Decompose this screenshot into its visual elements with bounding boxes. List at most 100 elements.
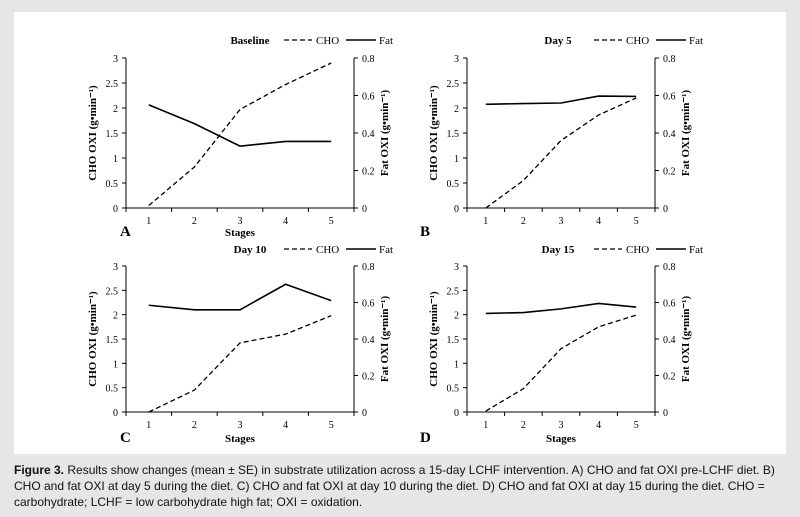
legend-cho-label: CHO — [626, 35, 649, 47]
x-tick-label: 2 — [192, 216, 197, 227]
x-tick-label: 2 — [521, 216, 526, 227]
chart-title: Day 10 — [234, 244, 267, 256]
left-y-tick-label: 1 — [113, 154, 118, 165]
right-y-tick-label: 0 — [663, 408, 668, 419]
series-line-fat — [485, 95, 637, 106]
figure-charts: 0 0.5 1 1.5 2 2.5 3 0 0.2 0.4 0.6 0.8 1 2 3 4 5 Stages CHO… — [87, 35, 703, 446]
legend-cho-label: CHO — [626, 244, 649, 256]
x-tick-label: 4 — [596, 216, 601, 227]
right-y-tick-label: 0.2 — [663, 372, 676, 383]
right-y-tick-label: 0.8 — [362, 262, 375, 273]
right-y-tick-label: 0.8 — [663, 54, 676, 65]
left-y-tick-label: 0.5 — [106, 179, 119, 190]
legend-fat-label: Fat — [689, 244, 703, 256]
legend-fat-label: Fat — [379, 244, 393, 256]
left-y-tick-label: 3 — [454, 262, 459, 273]
left-y-tick-label: 1 — [113, 359, 118, 370]
left-y-tick-label: 1.5 — [106, 129, 119, 140]
left-y-tick-label: 1 — [454, 359, 459, 370]
chart-panel-b: 0 0.5 1 1.5 2 2.5 3 0 0.2 0.4 0.6 0.8 1 2 3 4 5 CHO OXI (… — [420, 35, 703, 240]
figure-caption: Figure 3. Results show changes (mean ± S… — [14, 462, 786, 510]
left-y-axis-label: CHO OXI (g•min⁻¹) — [428, 85, 440, 181]
series-line-cho — [148, 315, 332, 413]
series-line-cho — [485, 97, 637, 209]
right-y-axis-label: Fat OXI (g•min⁻¹) — [379, 90, 391, 177]
x-tick-label: 1 — [483, 216, 488, 227]
chart-title: Baseline — [230, 35, 269, 47]
left-y-tick-label: 0 — [113, 408, 118, 419]
x-tick-label: 1 — [146, 420, 151, 431]
right-y-tick-label: 0 — [663, 204, 668, 215]
left-y-tick-label: 2 — [113, 104, 118, 115]
right-y-tick-label: 0.6 — [362, 92, 375, 103]
left-y-tick-label: 2 — [113, 311, 118, 322]
panel-letter: C — [120, 430, 131, 446]
left-y-tick-label: 0.5 — [106, 384, 119, 395]
x-tick-label: 5 — [634, 216, 639, 227]
x-tick-label: 2 — [192, 420, 197, 431]
right-y-tick-label: 0.2 — [362, 372, 375, 383]
left-y-tick-label: 3 — [454, 54, 459, 65]
left-y-tick-label: 0 — [113, 204, 118, 215]
right-y-tick-label: 0.2 — [362, 167, 375, 178]
x-tick-label: 1 — [483, 420, 488, 431]
left-y-tick-label: 2.5 — [447, 79, 460, 90]
legend-cho-label: CHO — [316, 244, 339, 256]
right-y-tick-label: 0.4 — [663, 129, 676, 140]
x-tick-label: 2 — [521, 420, 526, 431]
series-line-cho — [148, 62, 332, 206]
right-y-tick-label: 0.6 — [362, 299, 375, 310]
x-axis-label: Stages — [546, 433, 577, 445]
legend-cho-label: CHO — [316, 35, 339, 47]
series-line-fat — [485, 302, 637, 315]
right-y-axis-label: Fat OXI (g•min⁻¹) — [379, 296, 391, 383]
x-axis-label: Stages — [225, 227, 256, 239]
left-y-tick-label: 2.5 — [106, 286, 119, 297]
right-y-axis-label: Fat OXI (g•min⁻¹) — [680, 296, 692, 383]
left-y-tick-label: 2 — [454, 104, 459, 115]
left-y-tick-label: 0.5 — [447, 179, 460, 190]
x-tick-label: 5 — [634, 420, 639, 431]
left-y-tick-label: 1.5 — [447, 335, 460, 346]
x-tick-label: 4 — [283, 216, 288, 227]
left-y-tick-label: 1 — [454, 154, 459, 165]
right-y-tick-label: 0.4 — [362, 335, 375, 346]
left-y-tick-label: 1.5 — [447, 129, 460, 140]
right-y-tick-label: 0.4 — [663, 335, 676, 346]
series-line-fat — [148, 104, 332, 147]
right-y-tick-label: 0.8 — [362, 54, 375, 65]
x-axis-label: Stages — [225, 433, 256, 445]
chart-title: Day 5 — [544, 35, 572, 47]
right-y-tick-label: 0.2 — [663, 167, 676, 178]
right-y-tick-label: 0.6 — [663, 92, 676, 103]
chart-panel-d: 0 0.5 1 1.5 2 2.5 3 0 0.2 0.4 0.6 0.8 1 2 3 4 5 Stages CHO… — [420, 244, 703, 446]
x-tick-label: 4 — [283, 420, 288, 431]
left-y-tick-label: 0 — [454, 408, 459, 419]
x-tick-label: 1 — [146, 216, 151, 227]
right-y-tick-label: 0.8 — [663, 262, 676, 273]
left-y-tick-label: 2.5 — [447, 286, 460, 297]
right-y-tick-label: 0.4 — [362, 129, 375, 140]
x-tick-label: 4 — [596, 420, 601, 431]
right-y-axis-label: Fat OXI (g•min⁻¹) — [680, 90, 692, 177]
left-y-tick-label: 2.5 — [106, 79, 119, 90]
left-y-tick-label: 0 — [454, 204, 459, 215]
x-tick-label: 3 — [559, 420, 564, 431]
chart-panel-a: 0 0.5 1 1.5 2 2.5 3 0 0.2 0.4 0.6 0.8 1 2 3 4 5 Stages CHO… — [87, 35, 393, 240]
left-y-axis-label: CHO OXI (g•min⁻¹) — [87, 291, 99, 387]
series-line-fat — [148, 283, 332, 311]
left-y-tick-label: 2 — [454, 311, 459, 322]
panel-letter: A — [120, 224, 131, 240]
x-tick-label: 5 — [329, 420, 334, 431]
caption-label: Figure 3. — [14, 463, 65, 477]
left-y-tick-label: 1.5 — [106, 335, 119, 346]
x-tick-label: 3 — [559, 216, 564, 227]
left-y-tick-label: 3 — [113, 262, 118, 273]
left-y-axis-label: CHO OXI (g•min⁻¹) — [428, 291, 440, 387]
legend-fat-label: Fat — [379, 35, 393, 47]
series-line-cho — [485, 314, 637, 412]
left-y-axis-label: CHO OXI (g•min⁻¹) — [87, 85, 99, 181]
right-y-tick-label: 0 — [362, 408, 367, 419]
chart-title: Day 15 — [542, 244, 575, 256]
x-tick-label: 3 — [238, 216, 243, 227]
